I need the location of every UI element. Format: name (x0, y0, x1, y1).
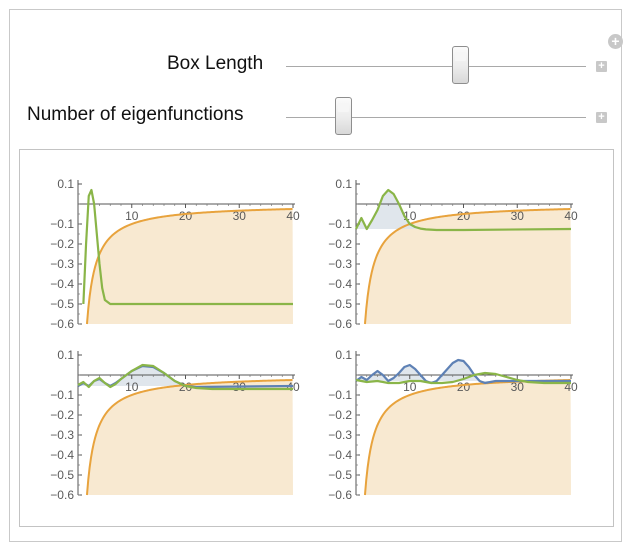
x-tick-label: 30 (511, 380, 525, 394)
num-eigenfunctions-label: Number of eigenfunctions (27, 104, 244, 125)
eigenfunction-curve (355, 371, 571, 385)
x-tick-label: 20 (457, 209, 471, 223)
plot-grid-panel: 0.1 −0.1 −0.2 −0.3 −0.4 −0.5 −0.6 10 20 30 40 0.1 −0… (19, 149, 614, 527)
potential-fill (86, 380, 293, 495)
y-tick-label: 0.1 (335, 177, 352, 191)
potential-fill (364, 380, 571, 495)
x-tick-label: 20 (457, 380, 471, 394)
potential-fill (86, 209, 293, 324)
eigenfunction-curve (355, 188, 572, 232)
x-tick-label: 20 (179, 209, 193, 223)
box-length-expand-icon[interactable]: + (596, 61, 607, 72)
plot-panel-1: 0.1 −0.1 −0.2 −0.3 −0.4 −0.5 −0.6 10 20 30 40 (50, 177, 300, 331)
y-tick-label: 0.1 (57, 348, 74, 362)
y-tick-label: −0.5 (328, 468, 352, 482)
potential-fill (364, 209, 571, 324)
y-tick-label: −0.4 (328, 277, 352, 291)
potential-curve (85, 208, 293, 325)
y-tick-label: −0.5 (328, 297, 352, 311)
num-eigenfunctions-track[interactable] (286, 117, 586, 118)
plots-svg: 0.1 −0.1 −0.2 −0.3 −0.4 −0.5 −0.6 10 20 30 40 0.1 −0… (50, 177, 578, 502)
y-tick-label: −0.2 (50, 237, 74, 251)
y-tick-label: −0.1 (328, 388, 352, 402)
y-tick-label: −0.2 (328, 237, 352, 251)
y-tick-label: −0.6 (328, 317, 352, 331)
x-tick-label: 10 (125, 209, 139, 223)
box-length-track[interactable] (286, 66, 586, 67)
y-tick-label: −0.1 (328, 217, 352, 231)
box-length-label: Box Length (167, 53, 264, 74)
y-tick-label: −0.4 (50, 448, 74, 462)
y-tick-label: −0.1 (50, 388, 74, 402)
x-tick-label: 10 (125, 380, 139, 394)
eigenfunction-curve (82, 188, 293, 306)
y-tick-label: −0.6 (50, 488, 74, 502)
y-tick-label: −0.3 (50, 257, 74, 271)
num-eigenfunctions-expand-icon[interactable]: + (596, 112, 607, 123)
y-tick-label: −0.6 (50, 317, 74, 331)
plot-panel-3: 0.1−0.1−0.2−0.3−0.4−0.5−0.610 20 30 40 (50, 348, 300, 502)
y-tick-label: −0.5 (50, 297, 74, 311)
plot-panel-2: 0.1−0.1−0.2−0.3−0.4−0.5−0.610 20 30 40 (328, 177, 578, 331)
x-tick-label: 40 (286, 209, 300, 223)
num-eigenfunctions-slider-thumb[interactable] (334, 97, 352, 135)
y-tick-label: −0.2 (50, 408, 74, 422)
y-tick-label: −0.3 (328, 257, 352, 271)
x-tick-label: 30 (511, 209, 525, 223)
y-tick-label: −0.4 (50, 277, 74, 291)
x-tick-label: 40 (564, 209, 578, 223)
eigenfunction-fill (356, 190, 571, 230)
y-tick-label: −0.1 (50, 217, 74, 231)
y-tick-label: −0.5 (50, 468, 74, 482)
eigenfunction-curve (77, 363, 293, 391)
y-tick-label: −0.3 (328, 428, 352, 442)
y-tick-label: −0.6 (328, 488, 352, 502)
y-tick-label: −0.4 (328, 448, 352, 462)
potential-curve (363, 208, 571, 325)
x-tick-label: 10 (403, 380, 417, 394)
y-tick-label: 0.1 (335, 348, 352, 362)
plot-panel-4: 0.1−0.1−0.2−0.3−0.4−0.5−0.610 20 30 40 (328, 348, 578, 502)
y-tick-label: 0.1 (57, 177, 74, 191)
box-length-slider-thumb[interactable] (451, 46, 469, 84)
x-tick-label: 30 (233, 209, 247, 223)
x-tick-label: 40 (286, 380, 300, 394)
potential-curve (85, 379, 293, 496)
plus-circle-icon[interactable]: + (608, 34, 623, 49)
y-tick-label: −0.2 (328, 408, 352, 422)
y-tick-label: −0.3 (50, 428, 74, 442)
